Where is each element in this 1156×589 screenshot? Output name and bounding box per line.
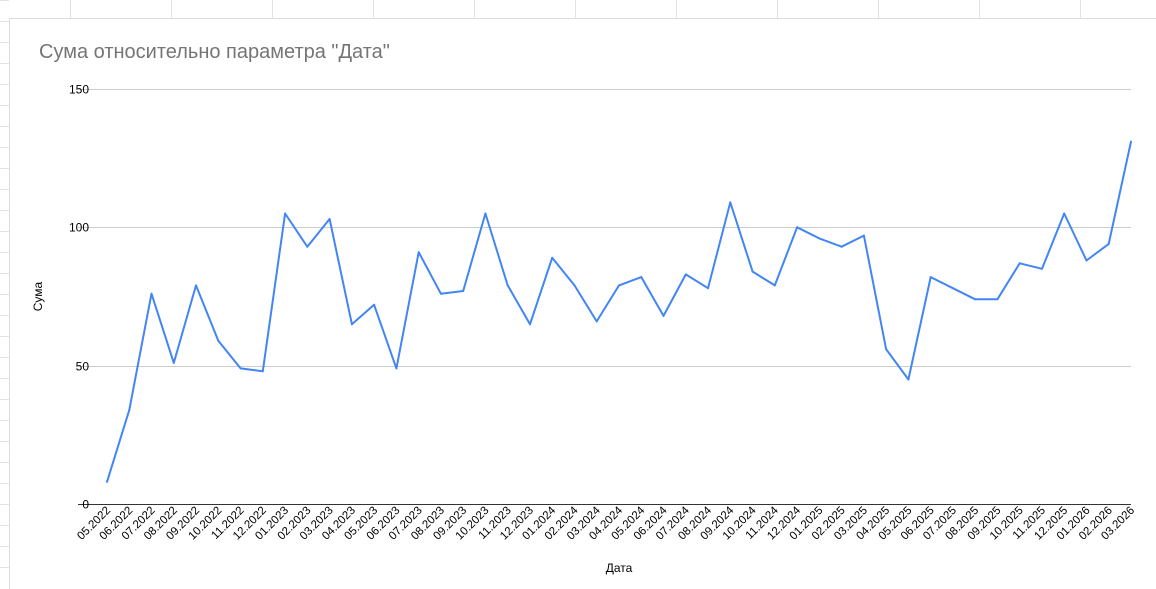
- series-line[interactable]: [106, 141, 1132, 483]
- data-point[interactable]: [328, 218, 331, 220]
- data-point[interactable]: [751, 270, 754, 273]
- data-point[interactable]: [1107, 242, 1110, 245]
- chart-title: Сума относительно параметра "Дата": [39, 41, 390, 63]
- data-point[interactable]: [106, 480, 108, 483]
- x-axis-ticks: 05.202206.202207.202208.202209.202210.20…: [75, 504, 1137, 542]
- data-point[interactable]: [128, 408, 131, 411]
- data-point[interactable]: [862, 234, 865, 237]
- data-point[interactable]: [373, 303, 376, 306]
- y-axis-title: Сума: [31, 281, 45, 311]
- data-point[interactable]: [462, 290, 465, 292]
- data-point[interactable]: [595, 320, 598, 323]
- data-point[interactable]: [996, 298, 999, 301]
- data-point[interactable]: [195, 284, 197, 287]
- data-point[interactable]: [907, 378, 910, 381]
- y-tick-label: 0: [82, 498, 89, 512]
- data-point[interactable]: [951, 287, 954, 290]
- data-point[interactable]: [395, 367, 398, 370]
- data-point[interactable]: [840, 245, 843, 248]
- data-point[interactable]: [818, 237, 821, 240]
- data-point[interactable]: [796, 226, 799, 229]
- data-point[interactable]: [618, 284, 620, 287]
- data-point[interactable]: [729, 201, 732, 204]
- chart-container[interactable]: Сума относительно параметра "Дата" 0 50 10…: [9, 18, 1156, 589]
- y-axis-ticks: 0 50 100 150: [69, 83, 89, 512]
- data-point[interactable]: [172, 361, 175, 364]
- data-point[interactable]: [773, 284, 776, 287]
- data-point[interactable]: [929, 276, 932, 279]
- data-point[interactable]: [974, 298, 977, 301]
- data-point[interactable]: [529, 323, 531, 326]
- data-point[interactable]: [306, 245, 309, 248]
- data-point[interactable]: [284, 212, 287, 215]
- data-point[interactable]: [707, 287, 709, 290]
- data-point[interactable]: [640, 276, 643, 279]
- data-point[interactable]: [885, 348, 888, 351]
- data-point[interactable]: [662, 314, 665, 317]
- series-line-layer: [106, 140, 1132, 483]
- y-tick-label: 100: [69, 221, 89, 235]
- data-point[interactable]: [484, 212, 487, 215]
- data-point[interactable]: [439, 292, 442, 295]
- data-point[interactable]: [551, 256, 554, 259]
- chart-gridlines: [78, 89, 1131, 505]
- data-point[interactable]: [573, 284, 576, 287]
- x-axis-title: Дата: [606, 561, 633, 575]
- data-point[interactable]: [261, 370, 264, 373]
- data-point[interactable]: [1063, 212, 1066, 215]
- data-point[interactable]: [1085, 259, 1088, 262]
- data-point[interactable]: [506, 284, 509, 287]
- data-point[interactable]: [239, 367, 242, 370]
- data-point[interactable]: [150, 292, 153, 295]
- data-point[interactable]: [1018, 262, 1021, 265]
- data-point[interactable]: [684, 273, 687, 276]
- data-point[interactable]: [417, 251, 420, 254]
- data-point[interactable]: [217, 339, 220, 342]
- data-point[interactable]: [350, 323, 353, 326]
- data-point[interactable]: [1041, 267, 1043, 270]
- line-chart: 0 50 100 150 05.202206.202207.202208.202209…: [31, 83, 1137, 576]
- y-tick-label: 150: [69, 83, 89, 97]
- y-tick-label: 50: [76, 360, 90, 374]
- data-point[interactable]: [1130, 140, 1132, 143]
